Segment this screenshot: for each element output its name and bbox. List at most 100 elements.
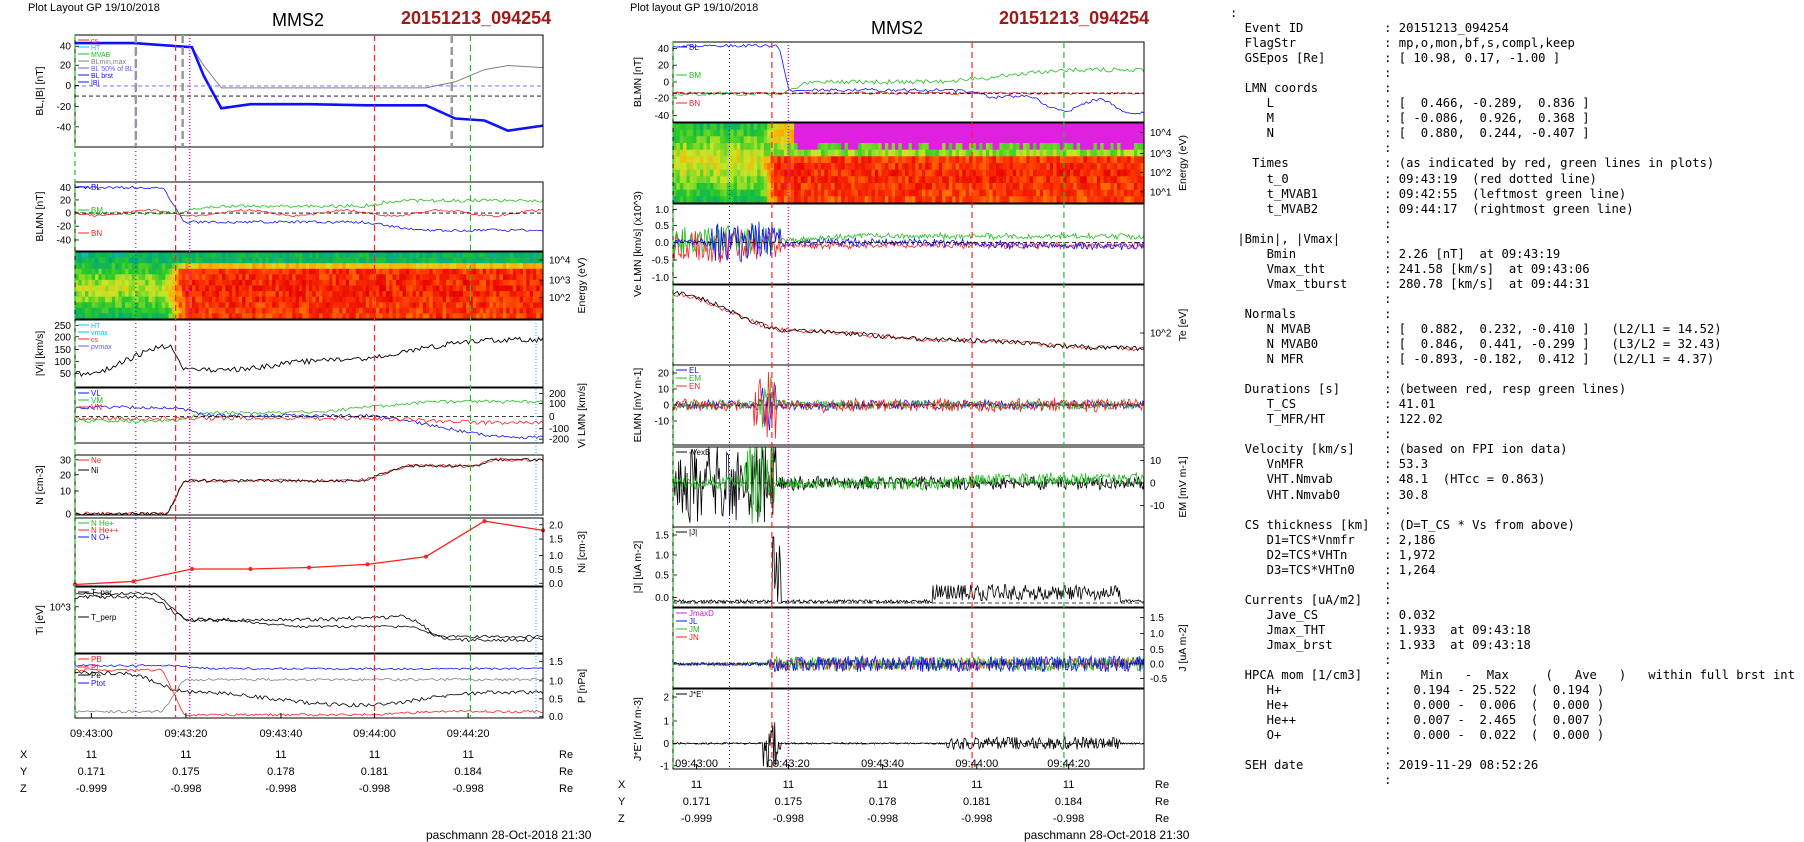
heatmap-cell bbox=[185, 307, 190, 314]
heatmap-cell bbox=[299, 307, 303, 314]
heatmap-cell bbox=[248, 307, 253, 314]
heatmap-cell bbox=[258, 296, 263, 303]
heatmap-cell bbox=[272, 285, 277, 292]
heatmap-cell bbox=[999, 156, 1004, 164]
heatmap-cell bbox=[469, 313, 474, 320]
heatmap-cell bbox=[101, 285, 106, 292]
position-value: 0.181 bbox=[361, 766, 389, 778]
heatmap-cell bbox=[442, 285, 447, 292]
heatmap-cell bbox=[736, 143, 741, 151]
heatmap-cell bbox=[777, 129, 782, 137]
heatmap-cell bbox=[918, 163, 923, 171]
heatmap-cell bbox=[1090, 156, 1095, 164]
heatmap-cell bbox=[359, 307, 363, 314]
heatmap-cell bbox=[382, 263, 387, 270]
heatmap-cell bbox=[288, 268, 293, 275]
heatmap-cell bbox=[105, 252, 109, 259]
heatmap-cell bbox=[188, 252, 193, 259]
heatmap-cell bbox=[255, 263, 260, 270]
heatmap-cell bbox=[1100, 143, 1105, 151]
heatmap-cell bbox=[979, 196, 984, 204]
heatmap-cell bbox=[115, 313, 119, 320]
heatmap-cell bbox=[198, 285, 203, 292]
position-value: 0.178 bbox=[869, 796, 897, 808]
heatmap-cell bbox=[312, 296, 317, 303]
heatmap-cell bbox=[922, 156, 926, 164]
heatmap-cell bbox=[155, 257, 160, 264]
heatmap-cell bbox=[539, 268, 544, 275]
heatmap-cell bbox=[362, 274, 367, 281]
y-tick-label: 100 bbox=[549, 399, 566, 410]
heatmap-cell bbox=[499, 257, 504, 264]
heatmap-cell bbox=[777, 183, 782, 191]
heatmap-cell bbox=[922, 169, 926, 177]
heatmap-cell bbox=[222, 263, 226, 270]
heatmap-cell bbox=[195, 296, 200, 303]
y-tick-label: 0.5 bbox=[549, 694, 563, 705]
heatmap-cell bbox=[767, 149, 772, 157]
heatmap-cell bbox=[352, 307, 357, 314]
heatmap-cell bbox=[1046, 149, 1051, 157]
legend-entry: VL bbox=[91, 389, 101, 398]
heatmap-cell bbox=[868, 143, 873, 151]
heatmap-cell bbox=[689, 176, 694, 184]
heatmap-cell bbox=[519, 285, 524, 292]
heatmap-cell bbox=[1046, 129, 1051, 137]
heatmap-cell bbox=[985, 136, 990, 144]
heatmap-cell bbox=[760, 176, 765, 184]
heatmap-cell bbox=[446, 263, 450, 270]
heatmap-cell bbox=[526, 313, 531, 320]
heatmap-cell bbox=[332, 274, 337, 281]
heatmap-cell bbox=[1033, 129, 1037, 137]
heatmap-cell bbox=[496, 291, 501, 298]
heatmap-cell bbox=[938, 123, 943, 131]
heatmap-cell bbox=[362, 285, 367, 292]
heatmap-cell bbox=[95, 296, 99, 303]
heatmap-cell bbox=[871, 176, 876, 184]
heatmap-cell bbox=[817, 156, 822, 164]
heatmap-cell bbox=[85, 296, 89, 303]
heatmap-cell bbox=[232, 296, 236, 303]
heatmap-cell bbox=[135, 279, 140, 287]
axis-label: BL,|B| [nT] bbox=[34, 66, 46, 115]
heatmap-cell bbox=[482, 313, 487, 320]
heatmap-cell bbox=[385, 307, 390, 314]
heatmap-cell bbox=[864, 163, 869, 171]
heatmap-cell bbox=[888, 196, 893, 204]
heatmap-cell bbox=[222, 313, 226, 320]
heatmap-cell bbox=[449, 257, 454, 264]
heatmap-cell bbox=[222, 307, 226, 314]
info-line: M : [ -0.086, 0.926, 0.368 ] bbox=[1266, 111, 1590, 126]
heatmap-cell bbox=[699, 149, 704, 157]
heatmap-cell bbox=[676, 149, 681, 157]
heatmap-cell bbox=[295, 274, 300, 281]
heatmap-cell bbox=[965, 189, 970, 197]
heatmap-cell bbox=[985, 176, 990, 184]
heatmap-cell bbox=[375, 313, 380, 320]
x-tick-label: 09:44:00 bbox=[353, 728, 396, 740]
heatmap-cell bbox=[502, 252, 507, 259]
heatmap-cell bbox=[212, 291, 216, 298]
heatmap-cell bbox=[486, 285, 491, 292]
heatmap-cell bbox=[275, 307, 280, 314]
heatmap-cell bbox=[955, 163, 960, 171]
heatmap-cell bbox=[767, 123, 772, 131]
heatmap-cell bbox=[1029, 143, 1034, 151]
heatmap-cell bbox=[536, 268, 541, 275]
heatmap-cell bbox=[854, 169, 859, 177]
heatmap-cell bbox=[723, 143, 728, 151]
heatmap-cell bbox=[452, 291, 457, 298]
heatmap-cell bbox=[449, 313, 454, 320]
y-tick-label: 1.0 bbox=[549, 676, 563, 687]
heatmap-cell bbox=[686, 169, 691, 177]
heatmap-cell bbox=[1086, 136, 1091, 144]
heatmap-cell bbox=[245, 291, 250, 298]
heatmap-cell bbox=[1107, 163, 1111, 171]
heatmap-cell bbox=[278, 313, 283, 320]
heatmap-cell bbox=[502, 285, 507, 292]
heatmap-cell bbox=[837, 129, 842, 137]
heatmap-cell bbox=[319, 291, 323, 298]
heatmap-cell bbox=[499, 252, 504, 259]
heatmap-cell bbox=[945, 149, 950, 157]
heatmap-cell bbox=[118, 313, 123, 320]
